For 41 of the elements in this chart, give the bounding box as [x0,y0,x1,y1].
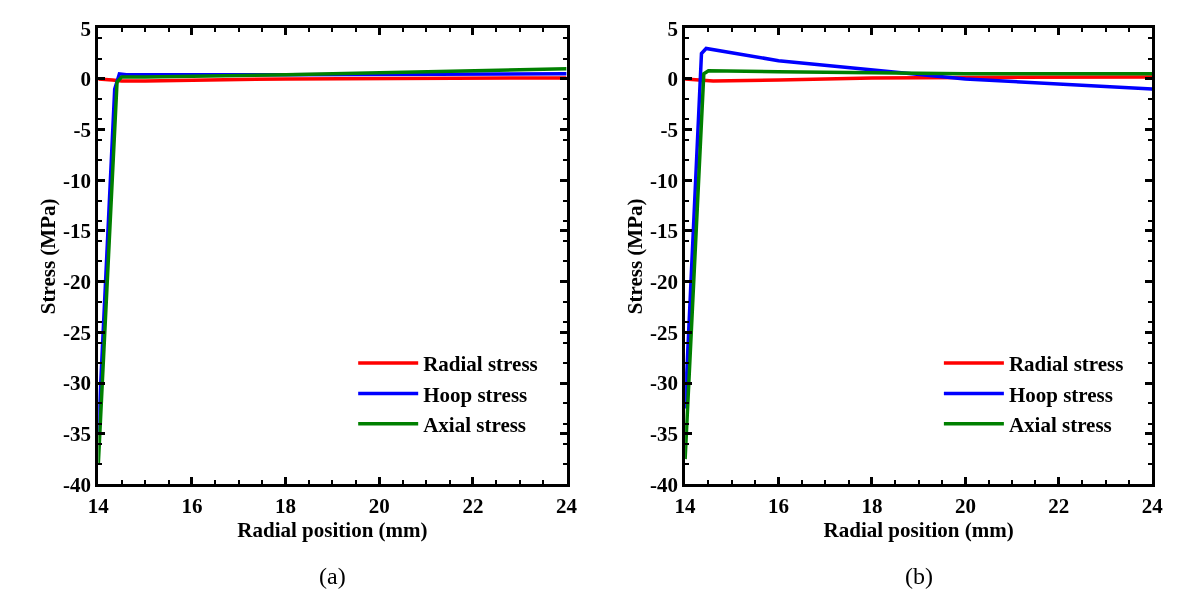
y-tick-label: -30 [63,371,92,396]
x-tick-label: 16 [181,493,203,518]
x-tick-label: 24 [556,493,578,518]
x-tick-label: 24 [1141,493,1164,518]
legend-label: Axial stress [423,412,527,437]
x-tick-label: 18 [275,493,297,518]
x-tick-label: 22 [462,493,484,518]
y-tick-label: -5 [660,117,678,142]
legend-label: Hoop stress [1008,382,1113,407]
y-tick-label: -30 [649,371,678,396]
x-axis-title: Radial position (mm) [823,517,1014,542]
y-tick-label: -35 [63,422,92,447]
y-axis-title: Stress (MPa) [36,198,61,315]
y-tick-label: -20 [649,270,678,295]
y-tick-label: -25 [63,320,92,345]
y-tick-label: -5 [73,117,92,142]
legend-label: Hoop stress [423,382,528,407]
y-tick-label: -15 [63,219,92,244]
text: (b) [905,563,933,589]
x-tick-label: 16 [768,493,790,518]
x-axis-title: Radial position (mm) [237,517,428,542]
y-tick-label: -35 [649,422,678,447]
text: (a) [319,563,346,589]
y-tick-label: -10 [63,168,92,193]
line-series [685,69,1153,461]
legend-label: Radial stress [423,352,538,377]
y-axis-title: Stress (MPa) [623,198,648,315]
x-tick-label: 20 [954,493,976,518]
y-tick-label: 5 [667,16,678,41]
x-tick-label: 20 [368,493,390,518]
x-tick-label: 18 [861,493,883,518]
y-tick-label: 0 [667,67,678,92]
legend-label: Radial stress [1008,352,1124,377]
y-tick-label: 0 [80,67,92,92]
y-tick-label: -25 [649,320,678,345]
x-tick-label: 22 [1048,493,1070,518]
y-tick-label: -10 [649,168,678,193]
legend-label: Axial stress [1008,412,1112,437]
y-tick-label: -20 [63,270,92,295]
y-tick-label: -15 [649,219,678,244]
y-tick-label: 5 [80,16,92,41]
